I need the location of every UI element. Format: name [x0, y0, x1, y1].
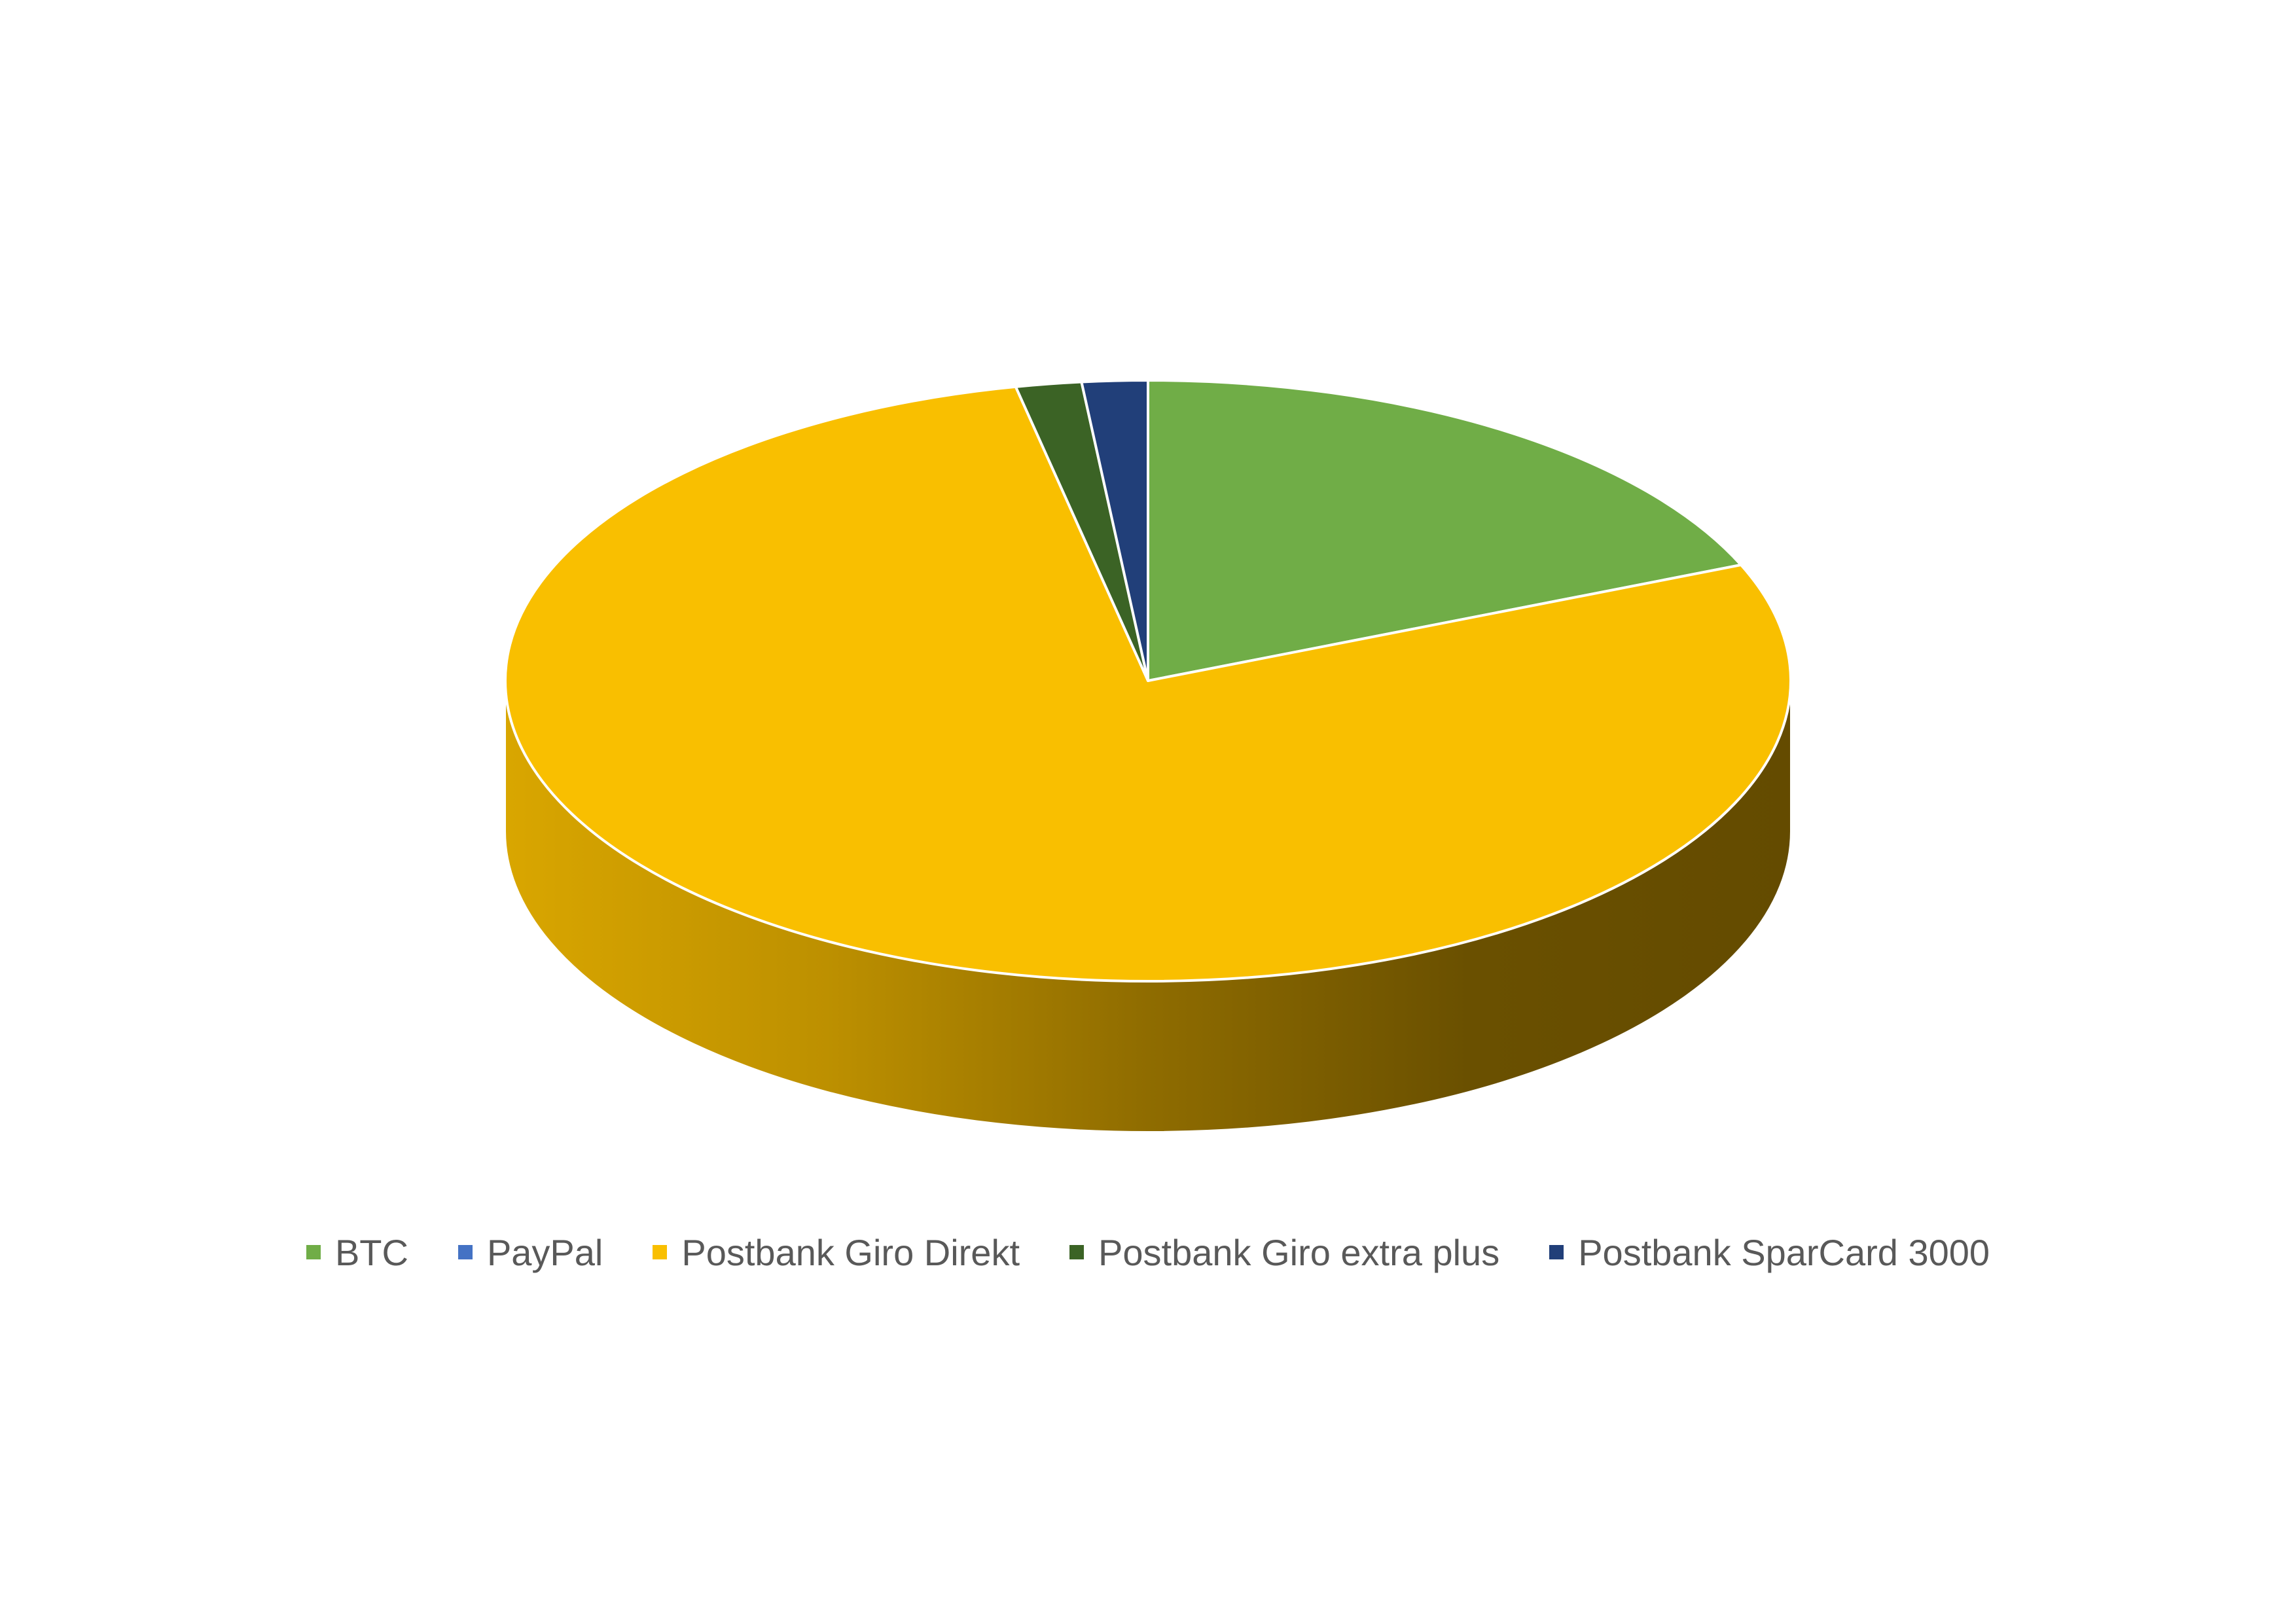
legend-item-postbank-giro-direkt: Postbank Giro Direkt — [653, 1231, 1020, 1274]
legend: BTC PayPal Postbank Giro Direkt Postbank Gi… — [0, 1216, 2296, 1288]
legend-item-postbank-sparcard-3000: Postbank SparCard 3000 — [1549, 1231, 1990, 1274]
legend-swatch — [653, 1245, 668, 1259]
legend-swatch — [306, 1245, 321, 1259]
legend-item-postbank-giro-extra-plus: Postbank Giro extra plus — [1069, 1231, 1499, 1274]
legend-swatch — [1549, 1245, 1564, 1259]
pie-slice-postbank-sparcard-3000 — [1080, 379, 1149, 682]
legend-item-btc: BTC — [306, 1231, 408, 1274]
legend-label: PayPal — [486, 1231, 603, 1273]
pie-slice-btc — [1147, 379, 1743, 682]
legend-label: Postbank SparCard 3000 — [1578, 1231, 1990, 1273]
legend-label: BTC — [334, 1231, 408, 1273]
legend-swatch — [1069, 1245, 1085, 1259]
legend-label: Postbank Giro Direkt — [681, 1231, 1020, 1273]
pie-top — [504, 379, 1792, 983]
pie-slice-postbank-giro-direkt — [504, 385, 1792, 983]
legend-swatch — [457, 1245, 473, 1259]
legend-item-paypal: PayPal — [457, 1231, 603, 1274]
legend-label: Postbank Giro extra plus — [1098, 1231, 1500, 1273]
